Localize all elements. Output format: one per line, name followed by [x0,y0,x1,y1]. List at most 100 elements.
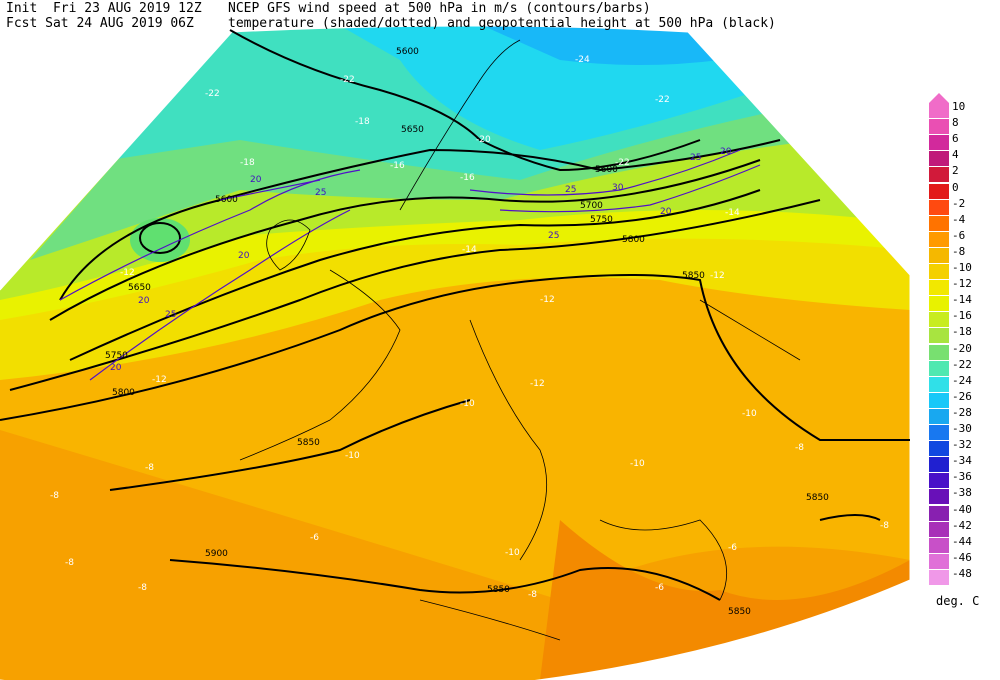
legend-swatch [929,151,949,167]
forecast-time: Fcst Sat 24 AUG 2019 06Z [6,16,194,31]
init-time: Init Fri 23 AUG 2019 12Z [6,1,202,16]
legend-swatch [929,408,949,424]
legend-level-label: 2 [952,164,959,178]
height-label: 5750 [590,215,613,225]
wind-speed-labels: 20 25 20 25 30 25 20 25 20 20 25 20 [110,147,732,373]
height-labels: 5600 5650 5600 5650 5600 5700 5750 5800 … [105,47,829,617]
temp-label: -18 [240,158,255,168]
height-label: 5850 [728,607,751,617]
height-label: 5600 [396,47,419,57]
temp-label: -18 [355,117,370,127]
temp-label: -8 [50,491,59,501]
wind-label: 25 [315,188,326,198]
temperature-labels: -24 -22 -22 -22 -22 -20 -18 -16 -18 -16 … [50,55,889,600]
legend-level-label: -28 [952,405,972,419]
height-label: 5850 [487,585,510,595]
legend-level-label: -38 [952,486,972,500]
height-label: 5650 [401,125,424,135]
legend-swatch [929,360,949,376]
legend-level-label: -30 [952,422,972,435]
temp-label: -8 [65,558,74,568]
temp-label: -22 [655,95,670,105]
legend-level-label: -8 [952,244,966,258]
height-label: 5600 [215,195,238,205]
legend-swatch [929,280,949,296]
height-label: 5800 [622,235,645,245]
legend-swatch [929,296,949,312]
legend-swatch [929,553,949,569]
legend-level-label: -12 [952,277,972,291]
temp-label: -22 [340,75,355,85]
temp-label: -24 [575,55,590,65]
height-label: 5600 [595,165,618,175]
coastlines [239,39,801,641]
temp-label: -10 [460,399,475,409]
legend-swatch [929,521,949,537]
wind-label: 20 [238,251,250,261]
legend-swatch [929,376,949,392]
legend-level-label: -40 [952,502,972,516]
temp-label: -10 [742,409,757,419]
temp-label: -14 [725,208,740,218]
legend-level-label: -16 [952,309,972,323]
legend-level-label: -14 [952,293,972,307]
legend-level-label: -26 [952,389,972,403]
wind-label: 20 [110,363,122,373]
legend-swatch [929,537,949,553]
legend-swatch [929,247,949,263]
legend-level-label: -34 [952,454,972,468]
temp-label: -6 [728,543,737,553]
map-domain-outline [0,25,911,680]
legend-level-label: -6 [952,228,966,242]
temp-label: -12 [530,379,545,389]
legend-level-label: 0 [952,180,959,194]
temp-label: -10 [505,548,520,558]
temp-label: -12 [540,295,555,305]
temp-label: -12 [152,375,167,385]
legend-level-label: -20 [952,341,972,355]
temp-label: -22 [615,158,630,168]
wind-label: 25 [690,153,701,163]
wind-contours [59,149,761,381]
legend-level-label: -22 [952,357,972,371]
legend-level-label: -32 [952,438,972,452]
temp-label: -12 [120,268,135,278]
temp-label: -6 [655,583,664,593]
legend-swatch [929,505,949,521]
temp-label: -8 [528,590,537,600]
height-label: 5850 [682,271,705,281]
legend-level-label: 8 [952,116,959,130]
legend-level-label: -2 [952,196,966,210]
wind-label: 30 [612,183,624,193]
legend-level-label: -48 [952,566,972,580]
legend-swatch [929,199,949,215]
temp-label: -22 [205,89,220,99]
wind-label: 20 [720,147,732,157]
legend-swatch [929,457,949,473]
temp-label: -16 [460,173,475,183]
height-label: 5800 [112,388,135,398]
legend-level-label: -24 [952,373,972,387]
legend-swatch [929,392,949,408]
temp-label: -10 [345,451,360,461]
legend-level-label: 4 [952,148,959,162]
legend-swatch [929,312,949,328]
legend-level-label: 6 [952,132,959,146]
legend-swatch [929,167,949,183]
temp-label: -8 [880,521,889,531]
height-label: 5850 [297,438,320,448]
wind-label: 20 [660,207,672,217]
wind-label: 20 [250,175,262,185]
legend-swatch [929,344,949,360]
temp-label: -8 [795,443,804,453]
legend-level-label: -18 [952,325,972,339]
map-title-line1: NCEP GFS wind speed at 500 hPa in m/s (c… [228,1,651,16]
legend-level-label: -46 [952,550,972,564]
geopotential-contours [0,29,910,601]
temp-label: -8 [138,583,147,593]
map-title-line2: temperature (shaded/dotted) and geopoten… [228,16,776,31]
temp-label: -20 [476,135,491,145]
legend-swatch [929,135,949,151]
